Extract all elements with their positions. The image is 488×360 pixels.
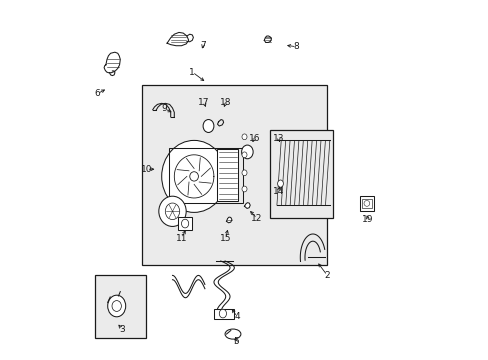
Text: 5: 5 — [233, 338, 239, 346]
Bar — [95, 275, 145, 338]
Bar — [269, 130, 332, 218]
Text: 12: 12 — [251, 214, 262, 223]
Bar — [216, 149, 238, 201]
Ellipse shape — [363, 201, 369, 206]
Text: 18: 18 — [220, 98, 231, 107]
Text: 4: 4 — [234, 312, 240, 321]
Text: 3: 3 — [119, 325, 125, 334]
Ellipse shape — [242, 152, 246, 158]
Ellipse shape — [203, 120, 213, 132]
Bar — [168, 148, 242, 203]
Ellipse shape — [112, 301, 121, 311]
Text: 7: 7 — [200, 41, 205, 50]
Ellipse shape — [241, 145, 253, 159]
Text: 8: 8 — [293, 42, 299, 51]
Ellipse shape — [224, 329, 241, 339]
Ellipse shape — [181, 219, 188, 228]
Ellipse shape — [219, 309, 226, 318]
Ellipse shape — [165, 203, 179, 220]
Ellipse shape — [159, 196, 186, 226]
Text: 19: 19 — [362, 215, 373, 224]
Bar — [362, 199, 371, 208]
Ellipse shape — [242, 134, 246, 140]
Ellipse shape — [277, 180, 283, 187]
Text: 9: 9 — [162, 104, 167, 113]
Text: 6: 6 — [95, 89, 101, 98]
Bar — [213, 309, 233, 319]
Ellipse shape — [107, 295, 125, 317]
Text: 1: 1 — [189, 68, 195, 77]
Ellipse shape — [242, 186, 246, 192]
Bar — [359, 196, 373, 211]
Polygon shape — [167, 32, 188, 46]
Text: 15: 15 — [220, 234, 231, 243]
Bar — [142, 85, 326, 265]
Text: 14: 14 — [272, 187, 284, 196]
Bar — [178, 217, 192, 230]
Text: 2: 2 — [324, 271, 329, 280]
Ellipse shape — [242, 170, 246, 176]
Text: 16: 16 — [248, 134, 260, 143]
Polygon shape — [226, 217, 231, 223]
Text: 17: 17 — [198, 98, 209, 107]
Ellipse shape — [189, 172, 198, 181]
Ellipse shape — [162, 140, 226, 212]
Text: 11: 11 — [175, 234, 187, 243]
Polygon shape — [264, 36, 271, 42]
Text: 10: 10 — [141, 165, 152, 174]
Polygon shape — [244, 203, 250, 208]
Text: 13: 13 — [272, 134, 284, 143]
